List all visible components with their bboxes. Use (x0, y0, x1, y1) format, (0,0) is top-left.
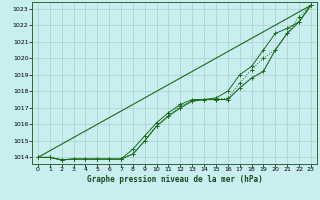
X-axis label: Graphe pression niveau de la mer (hPa): Graphe pression niveau de la mer (hPa) (86, 175, 262, 184)
